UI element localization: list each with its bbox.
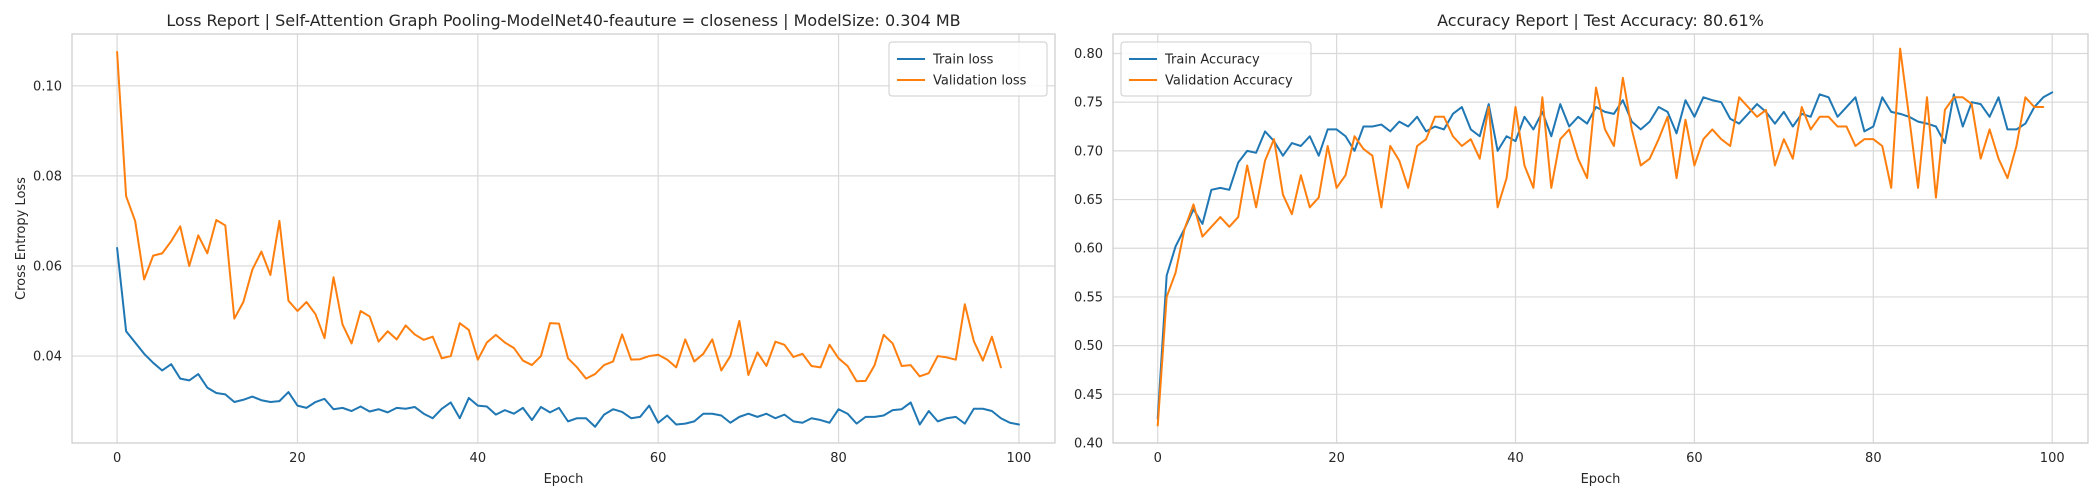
x-tick-label: 80 — [1865, 451, 1882, 466]
legend-label: Train loss — [932, 53, 994, 68]
x-tick-label: 60 — [650, 451, 667, 466]
legend: Train Accuracy Validation Accuracy — [1120, 41, 1312, 97]
y-tick-label: 0.65 — [1074, 193, 1103, 208]
y-tick-label: 0.04 — [33, 350, 62, 365]
x-axis-label: Epoch — [1581, 472, 1621, 487]
y-tick-label: 0.08 — [33, 169, 62, 184]
y-tick-label: 0.06 — [33, 259, 62, 274]
plot-frame — [71, 33, 1056, 444]
series-line-2 — [116, 51, 1002, 383]
y-axis-label: Cross Entropy Loss — [14, 177, 29, 300]
y-tick-label: 0.70 — [1074, 144, 1103, 159]
chart-panel-2: 0 20 40 60 80 100 0.40 0.45 0.50 0.55 0.60 0.65 0.70… — [1074, 11, 2089, 487]
chart-title: Accuracy Report | Test Accuracy: 80.61% — [1437, 11, 1764, 30]
chart-panel-1: 0 20 40 60 80 100 0.04 0.06 0.08 0.10 Loss Report … — [14, 11, 1056, 487]
x-tick-label: 60 — [1686, 451, 1703, 466]
legend-box — [888, 41, 1048, 97]
y-tick-label: 0.75 — [1074, 96, 1103, 111]
y-tick-label: 0.60 — [1074, 242, 1103, 257]
chart-title: Loss Report | Self-Attention Graph Pooli… — [166, 11, 960, 30]
series-line-1 — [116, 246, 1020, 428]
series-line-1 — [1156, 91, 2054, 420]
x-tick-label: 0 — [1154, 451, 1162, 466]
series-line-2 — [1156, 47, 2045, 427]
legend-label: Validation Accuracy — [1165, 74, 1293, 89]
legend: Train loss Validation loss — [888, 41, 1048, 97]
plot-frame — [1112, 33, 2089, 444]
x-tick-label: 40 — [1507, 451, 1524, 466]
legend-label: Validation loss — [933, 74, 1027, 89]
legend-box — [1120, 41, 1312, 97]
y-tick-label: 0.40 — [1074, 437, 1103, 452]
x-tick-label: 20 — [289, 451, 306, 466]
x-tick-label: 0 — [113, 451, 121, 466]
y-tick-label: 0.80 — [1074, 47, 1103, 62]
x-tick-label: 100 — [1007, 451, 1032, 466]
x-tick-label: 100 — [2040, 451, 2065, 466]
y-tick-label: 0.55 — [1074, 290, 1103, 305]
x-tick-label: 80 — [830, 451, 847, 466]
y-tick-label: 0.45 — [1074, 388, 1103, 403]
x-axis-label: Epoch — [544, 472, 584, 487]
x-tick-label: 40 — [470, 451, 487, 466]
y-tick-label: 0.50 — [1074, 339, 1103, 354]
x-tick-label: 20 — [1328, 451, 1345, 466]
y-tick-label: 0.10 — [33, 79, 62, 94]
legend-label: Train Accuracy — [1164, 53, 1260, 68]
